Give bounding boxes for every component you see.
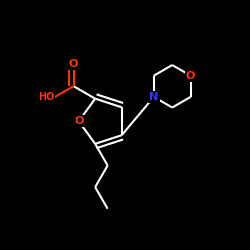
- Text: O: O: [186, 71, 195, 81]
- Text: O: O: [69, 59, 78, 69]
- Text: HO: HO: [38, 92, 54, 102]
- Text: O: O: [74, 116, 84, 126]
- Text: N: N: [149, 92, 158, 102]
- Text: N: N: [149, 92, 158, 102]
